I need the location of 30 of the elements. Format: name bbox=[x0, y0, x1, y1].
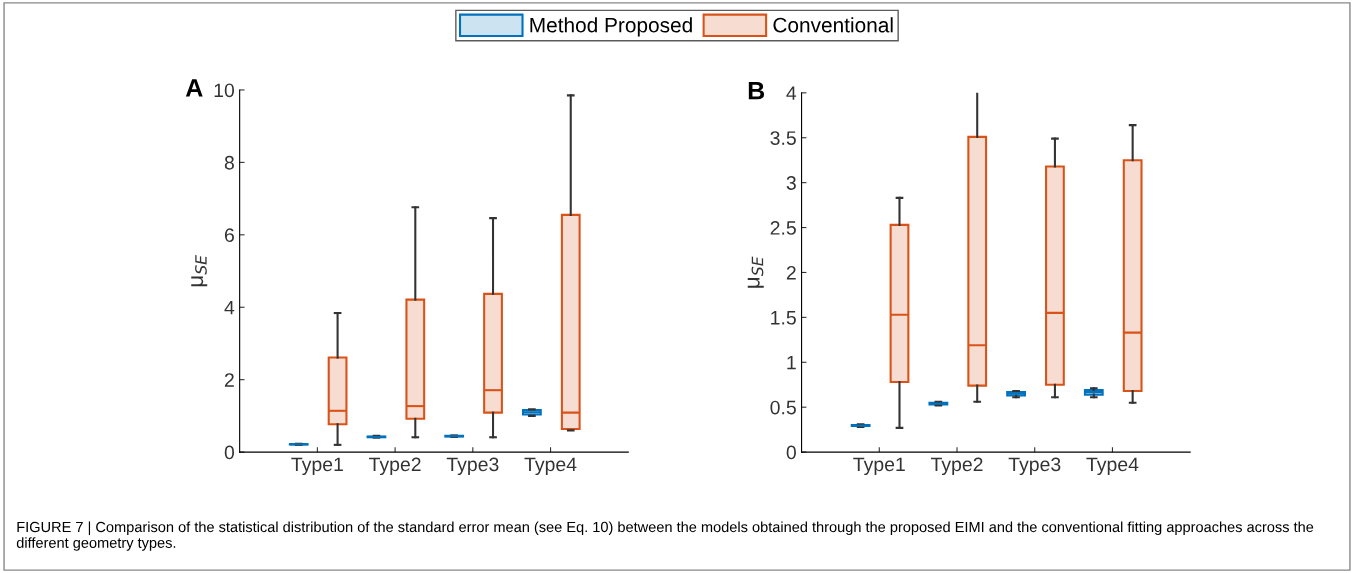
x-tick-label: Type2 bbox=[930, 457, 983, 476]
y-tick-label: 2.5 bbox=[770, 221, 796, 235]
y-tick-label: 1 bbox=[787, 355, 796, 370]
y-tick-label: 3 bbox=[786, 176, 796, 190]
y-tick-label: 0.5 bbox=[770, 400, 796, 415]
x-tick-label: Type3 bbox=[1008, 457, 1061, 476]
y-tick-label: 6 bbox=[224, 228, 234, 243]
legend-label: Conventional bbox=[773, 17, 893, 33]
x-tick-label: Type3 bbox=[446, 457, 499, 476]
y-tick-label: 2 bbox=[786, 265, 796, 280]
y-tick-label: 3.5 bbox=[770, 131, 796, 145]
y-axis-title: μ$_{SE}$ bbox=[747, 256, 764, 288]
y-tick-label: 2 bbox=[224, 373, 234, 387]
x-tick-label: Type4 bbox=[524, 457, 577, 476]
y-tick-label: 1.5 bbox=[771, 311, 796, 325]
y-axis-title: μ$_{SE}$ bbox=[191, 255, 208, 287]
y-tick-label: 4 bbox=[224, 300, 235, 315]
caption: FIGURE 7 | Comparison of the statistical distribution of the standard error mean (see Eq. 10) between the models obtained through the proposed EIMI and the conventional fitting approaches across the different geometry types. bbox=[16, 521, 1314, 551]
x-tick-label: Type1 bbox=[853, 457, 905, 476]
x-tick-label: Type4 bbox=[1086, 457, 1139, 476]
y-tick-label: 0 bbox=[224, 445, 235, 460]
y-tick-label: 0 bbox=[786, 445, 796, 460]
y-tick-label: 8 bbox=[224, 155, 234, 170]
y-tick-label: 10 bbox=[214, 83, 235, 98]
x-tick-label: Type2 bbox=[369, 457, 421, 476]
text: B bbox=[748, 82, 765, 100]
legend-label: Method Proposed bbox=[530, 17, 692, 37]
text: A bbox=[185, 79, 203, 97]
y-tick-label: 4 bbox=[786, 86, 797, 100]
x-tick-label: Type1 bbox=[291, 457, 343, 476]
